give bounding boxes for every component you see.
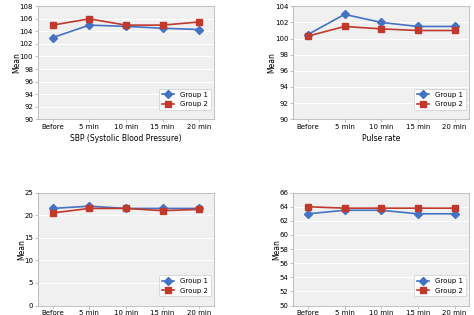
Group 2 [86, 207, 92, 210]
Group 1 [378, 209, 384, 212]
Legend: Group 1, Group 2: Group 1, Group 2 [159, 275, 210, 296]
Line: Group 2: Group 2 [50, 206, 202, 216]
Line: Group 1: Group 1 [305, 12, 457, 37]
Group 1 [50, 207, 55, 210]
Group 2 [452, 206, 457, 210]
Y-axis label: Mean: Mean [17, 239, 26, 260]
Y-axis label: Mean: Mean [267, 52, 276, 73]
Group 2 [86, 17, 92, 21]
Group 1 [50, 36, 55, 40]
Group 2 [50, 211, 55, 215]
Group 2 [160, 209, 165, 213]
Line: Group 1: Group 1 [50, 22, 202, 40]
Group 2 [50, 23, 55, 27]
Group 2 [196, 208, 202, 211]
Group 1 [452, 25, 457, 28]
Group 1 [123, 25, 129, 28]
Line: Group 2: Group 2 [305, 24, 457, 39]
Legend: Group 1, Group 2: Group 1, Group 2 [414, 275, 466, 296]
Y-axis label: Mean: Mean [12, 52, 21, 73]
Line: Group 1: Group 1 [305, 208, 457, 217]
Group 2 [342, 25, 347, 28]
Group 1 [86, 23, 92, 27]
Group 2 [123, 207, 129, 210]
Line: Group 1: Group 1 [50, 203, 202, 211]
Group 1 [196, 207, 202, 210]
Line: Group 2: Group 2 [305, 204, 457, 211]
Group 1 [86, 204, 92, 208]
Group 1 [452, 212, 457, 216]
Group 1 [305, 212, 311, 216]
Group 1 [160, 26, 165, 30]
Group 2 [378, 206, 384, 210]
Group 1 [342, 209, 347, 212]
Group 2 [452, 29, 457, 32]
Group 1 [415, 212, 421, 216]
Group 2 [415, 29, 421, 32]
Group 2 [378, 27, 384, 31]
Group 1 [196, 28, 202, 32]
Legend: Group 1, Group 2: Group 1, Group 2 [414, 89, 466, 110]
X-axis label: SBP (Systolic Blood Pressure): SBP (Systolic Blood Pressure) [70, 134, 182, 143]
Group 2 [415, 206, 421, 210]
Group 1 [378, 20, 384, 24]
Y-axis label: Mean: Mean [272, 239, 281, 260]
Group 1 [305, 33, 311, 37]
Group 2 [342, 206, 347, 210]
X-axis label: Pulse rate: Pulse rate [362, 134, 401, 143]
Group 2 [160, 23, 165, 27]
Legend: Group 1, Group 2: Group 1, Group 2 [159, 89, 210, 110]
Group 1 [415, 25, 421, 28]
Line: Group 2: Group 2 [50, 16, 202, 28]
Group 2 [123, 23, 129, 27]
Group 2 [305, 205, 311, 209]
Group 1 [160, 207, 165, 210]
Group 2 [305, 34, 311, 38]
Group 2 [196, 20, 202, 24]
Group 1 [123, 207, 129, 210]
Group 1 [342, 13, 347, 16]
